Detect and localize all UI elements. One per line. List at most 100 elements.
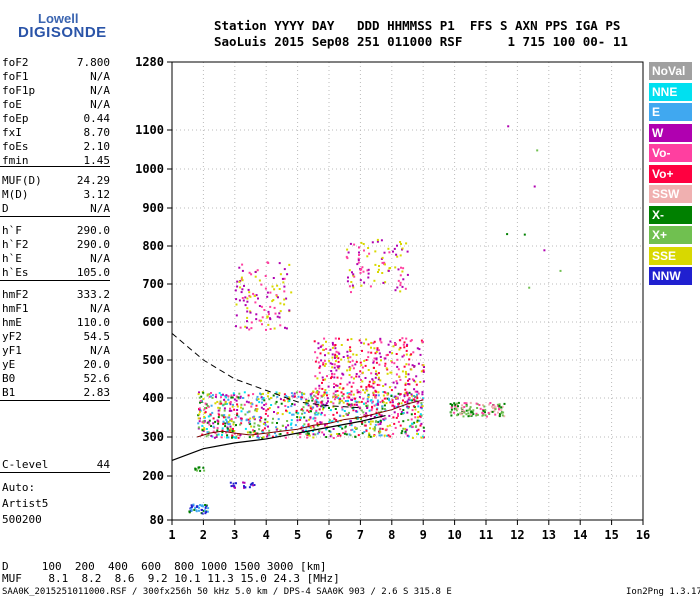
echo-point	[332, 413, 335, 416]
echo-point	[197, 426, 200, 429]
echo-point	[219, 400, 222, 403]
param-row: foF1p N/A	[2, 84, 110, 98]
echo-point	[346, 392, 349, 395]
echo-point	[288, 400, 291, 402]
echo-point	[386, 397, 389, 400]
echo-point	[365, 386, 368, 389]
echo-point	[387, 434, 390, 437]
echo-point	[354, 435, 357, 438]
echo-point	[361, 349, 363, 352]
echo-point	[358, 407, 361, 410]
echo-point	[406, 343, 409, 346]
echo-point	[264, 423, 267, 426]
echo-point	[256, 408, 259, 411]
echo-point	[271, 300, 274, 303]
echo-point	[248, 328, 251, 331]
echo-point	[224, 403, 227, 405]
echo-point	[393, 422, 396, 425]
echo-point	[376, 240, 379, 243]
echo-point	[392, 381, 395, 384]
echo-point	[230, 396, 233, 399]
echo-point	[375, 394, 378, 397]
echo-point	[262, 436, 265, 439]
echo-point	[215, 436, 218, 438]
echo-point	[309, 417, 312, 420]
echo-point	[223, 407, 226, 410]
y-tick-label: 900	[142, 201, 164, 215]
param-row: foE N/A	[2, 98, 110, 112]
echo-point	[314, 400, 317, 403]
echo-point	[286, 420, 289, 422]
echo-point	[408, 358, 411, 361]
echo-point	[286, 410, 289, 413]
echo-point	[201, 424, 204, 427]
echo-point	[367, 272, 370, 275]
echo-point	[295, 411, 298, 414]
echo-point	[301, 393, 304, 396]
echo-point	[230, 485, 233, 488]
param-row: foEp 0.44	[2, 112, 110, 126]
echo-point	[325, 436, 328, 438]
echo-point	[397, 405, 400, 408]
echo-point	[230, 418, 233, 421]
echo-point	[240, 276, 243, 279]
echo-point	[467, 409, 470, 412]
echo-point	[230, 420, 233, 423]
echo-point	[330, 377, 332, 380]
echo-point	[275, 294, 278, 297]
echo-point	[195, 510, 198, 513]
echo-point	[257, 297, 259, 300]
echo-point	[208, 393, 211, 396]
echo-point	[399, 274, 402, 277]
echo-point	[314, 351, 317, 354]
echo-point	[488, 403, 491, 406]
echo-point	[198, 396, 201, 399]
echo-point	[413, 365, 416, 368]
param-row: hmF1 N/A	[2, 302, 110, 316]
echo-point	[386, 434, 389, 437]
echo-point	[231, 484, 234, 487]
echo-point	[327, 385, 330, 388]
echo-point	[278, 433, 281, 436]
echo-point	[371, 407, 374, 410]
echo-point	[309, 393, 312, 396]
echo-point	[375, 403, 378, 406]
echo-point	[227, 436, 230, 439]
echo-point	[389, 371, 392, 374]
echo-point	[236, 405, 239, 408]
echo-point	[403, 341, 406, 344]
echo-point	[290, 422, 293, 425]
echo-point	[418, 419, 421, 422]
echo-point	[215, 434, 218, 437]
echo-point	[302, 429, 305, 432]
echo-point	[230, 394, 233, 397]
echo-point	[320, 394, 323, 397]
echo-point	[236, 409, 239, 411]
echo-point	[365, 388, 368, 391]
echo-point	[398, 348, 401, 351]
echo-point	[347, 399, 349, 402]
echo-point	[295, 409, 298, 412]
echo-point	[211, 396, 214, 399]
echo-point	[197, 466, 200, 469]
echo-point	[398, 339, 401, 342]
echo-point	[373, 435, 375, 437]
echo-point	[334, 356, 336, 359]
echo-point	[217, 409, 220, 412]
echo-point	[382, 391, 385, 393]
echo-point	[421, 405, 424, 408]
echo-point	[478, 404, 481, 406]
echo-point	[222, 423, 225, 425]
echo-point	[315, 399, 318, 402]
echo-point	[204, 407, 207, 409]
echo-point	[400, 402, 403, 405]
echo-point	[250, 273, 253, 276]
echo-point	[331, 356, 334, 359]
echo-point	[349, 356, 352, 359]
echo-point	[338, 400, 341, 403]
echo-point	[328, 421, 331, 424]
echo-point	[237, 396, 240, 399]
echo-point	[262, 423, 265, 425]
echo-point	[205, 428, 208, 430]
